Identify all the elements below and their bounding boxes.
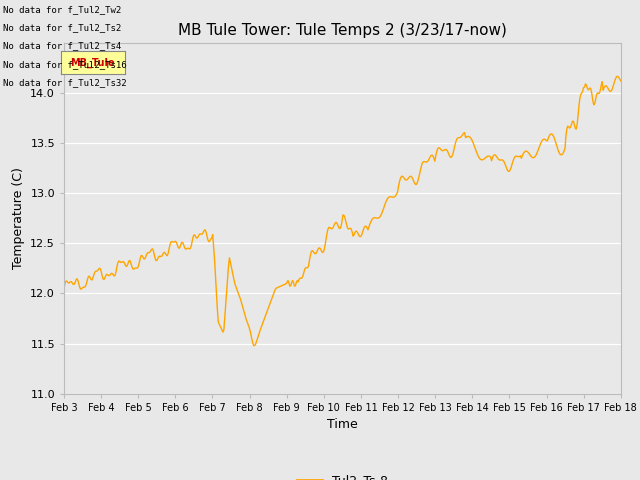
Text: No data for f_Tul2_Ts2: No data for f_Tul2_Ts2: [3, 23, 122, 32]
Tul2_Ts-8: [313, 249, 321, 255]
Text: No data for f_Tul2_Ts4: No data for f_Tul2_Ts4: [3, 41, 122, 50]
X-axis label: Time: Time: [327, 418, 358, 431]
Tul2_Ts-8: [480, 156, 488, 162]
Tul2_Ts-8: [617, 78, 625, 84]
Tul2_Ts-8: [433, 149, 440, 155]
Text: MB_Tule: MB_Tule: [70, 58, 115, 68]
Text: No data for f_Tul2_Ts16: No data for f_Tul2_Ts16: [3, 60, 127, 69]
Legend: Tul2_Ts-8: Tul2_Ts-8: [292, 469, 393, 480]
Tul2_Ts-8: [204, 234, 211, 240]
Text: No data for f_Tul2_Tw2: No data for f_Tul2_Tw2: [3, 5, 122, 14]
Tul2_Ts-8: [159, 252, 166, 258]
Text: No data for f_Tul2_Ts32: No data for f_Tul2_Ts32: [3, 78, 127, 87]
Tul2_Ts-8: [250, 343, 257, 348]
Y-axis label: Temperature (C): Temperature (C): [12, 168, 25, 269]
Tul2_Ts-8: [389, 194, 397, 200]
Tul2_Ts-8: [60, 286, 68, 291]
Title: MB Tule Tower: Tule Temps 2 (3/23/17-now): MB Tule Tower: Tule Temps 2 (3/23/17-now…: [178, 23, 507, 38]
Tul2_Ts-8: [613, 73, 621, 79]
Line: Tul2_Ts-8: Tul2_Ts-8: [64, 76, 621, 346]
